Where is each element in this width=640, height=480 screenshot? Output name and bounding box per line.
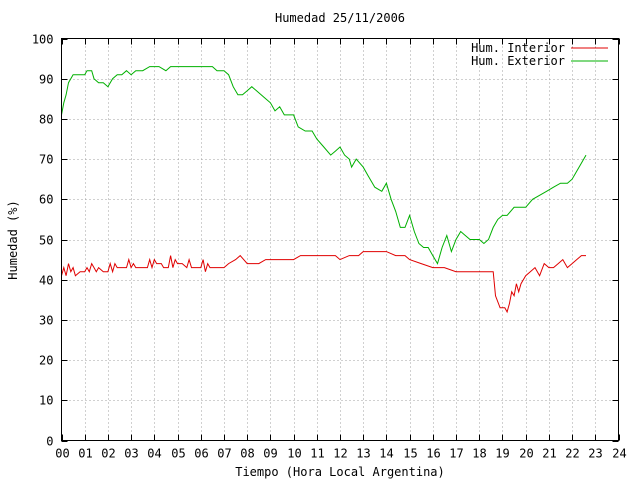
x-tick-label: 21 bbox=[542, 447, 556, 461]
x-tick-label: 23 bbox=[588, 447, 602, 461]
y-axis-label: Humedad (%) bbox=[6, 200, 20, 279]
series-lines bbox=[61, 66, 587, 314]
y-tick-label: 40 bbox=[39, 274, 53, 288]
x-tick-label: 07 bbox=[217, 447, 231, 461]
x-axis-ticks: 00 01 02 03 04 05 06 07 08 09 10 11 12 13 14 15 16 17 18 19… bbox=[55, 38, 627, 461]
y-tick-label: 20 bbox=[39, 354, 53, 368]
x-tick-label: 14 bbox=[379, 447, 393, 461]
y-tick-label: 60 bbox=[39, 193, 53, 207]
x-tick-label: 01 bbox=[78, 447, 92, 461]
x-tick-label: 13 bbox=[356, 447, 370, 461]
x-tick-label: 20 bbox=[519, 447, 533, 461]
x-tick-label: 05 bbox=[171, 447, 185, 461]
chart-title: Humedad 25/11/2006 bbox=[275, 11, 405, 25]
x-tick-label: 04 bbox=[147, 447, 161, 461]
x-tick-label: 17 bbox=[449, 447, 463, 461]
legend-label-exterior: Hum. Exterior bbox=[471, 54, 565, 68]
x-tick-label: 16 bbox=[426, 447, 440, 461]
x-tick-label: 03 bbox=[124, 447, 138, 461]
y-tick-label: 80 bbox=[39, 113, 53, 127]
x-tick-label: 08 bbox=[240, 447, 254, 461]
y-tick-label: 90 bbox=[39, 73, 53, 87]
x-tick-label: 19 bbox=[495, 447, 509, 461]
x-tick-label: 18 bbox=[472, 447, 486, 461]
series-line-interior bbox=[61, 251, 586, 314]
grid-lines bbox=[61, 38, 619, 441]
x-tick-label: 00 bbox=[55, 447, 69, 461]
x-tick-label: 11 bbox=[310, 447, 324, 461]
legend-label-interior: Hum. Interior bbox=[471, 41, 565, 55]
x-tick-label: 15 bbox=[403, 447, 417, 461]
y-tick-label: 10 bbox=[39, 394, 53, 408]
x-tick-label: 06 bbox=[194, 447, 208, 461]
y-tick-label: 100 bbox=[32, 33, 54, 47]
series-line-exterior bbox=[61, 66, 587, 265]
y-tick-label: 30 bbox=[39, 314, 53, 328]
x-axis-label: Tiempo (Hora Local Argentina) bbox=[235, 465, 445, 479]
x-tick-label: 09 bbox=[263, 447, 277, 461]
y-tick-label: 0 bbox=[46, 435, 53, 449]
x-tick-label: 24 bbox=[612, 447, 626, 461]
x-tick-label: 22 bbox=[565, 447, 579, 461]
y-axis-ticks: 0 10 20 30 40 50 60 70 80 90 100 bbox=[32, 33, 619, 449]
x-tick-label: 02 bbox=[101, 447, 115, 461]
legend: Hum. Interior Hum. Exterior bbox=[471, 41, 608, 68]
x-tick-label: 10 bbox=[287, 447, 301, 461]
y-tick-label: 50 bbox=[39, 234, 53, 248]
y-tick-label: 70 bbox=[39, 153, 53, 167]
x-tick-label: 12 bbox=[333, 447, 347, 461]
